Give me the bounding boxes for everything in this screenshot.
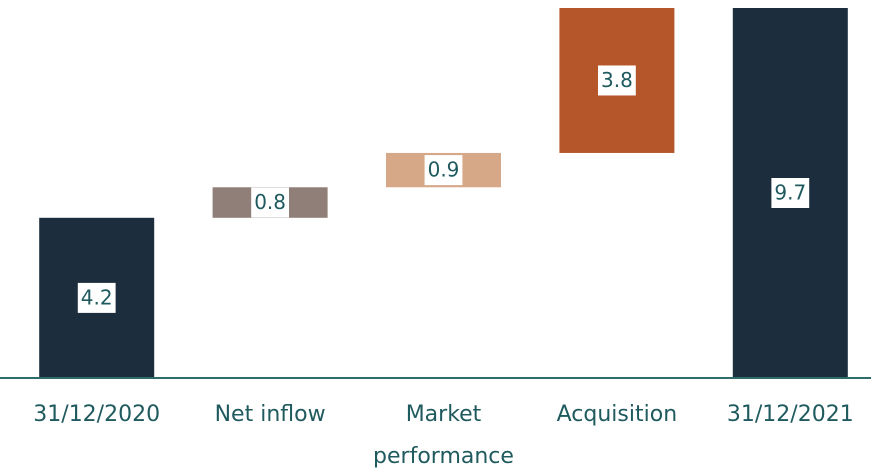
value-label-bg: [77, 282, 116, 313]
value-label: 9.7: [774, 181, 806, 205]
value-label-bg: [251, 187, 290, 218]
value-label: 0.8: [254, 190, 286, 214]
value-label-bg: [597, 65, 636, 96]
value-label: 3.8: [601, 68, 633, 92]
x-tick-label: 31/12/2021: [727, 402, 854, 427]
value-label: 0.9: [428, 158, 460, 182]
value-label-bg: [424, 155, 463, 186]
value-label: 4.2: [81, 285, 113, 309]
x-tick-label: 31/12/2020: [33, 402, 160, 427]
x-tick-label: Net inflow: [215, 402, 326, 427]
x-tick-label: Market performance: [373, 402, 514, 469]
value-label-bg: [771, 178, 810, 208]
x-tick-label: Acquisition: [557, 402, 678, 427]
